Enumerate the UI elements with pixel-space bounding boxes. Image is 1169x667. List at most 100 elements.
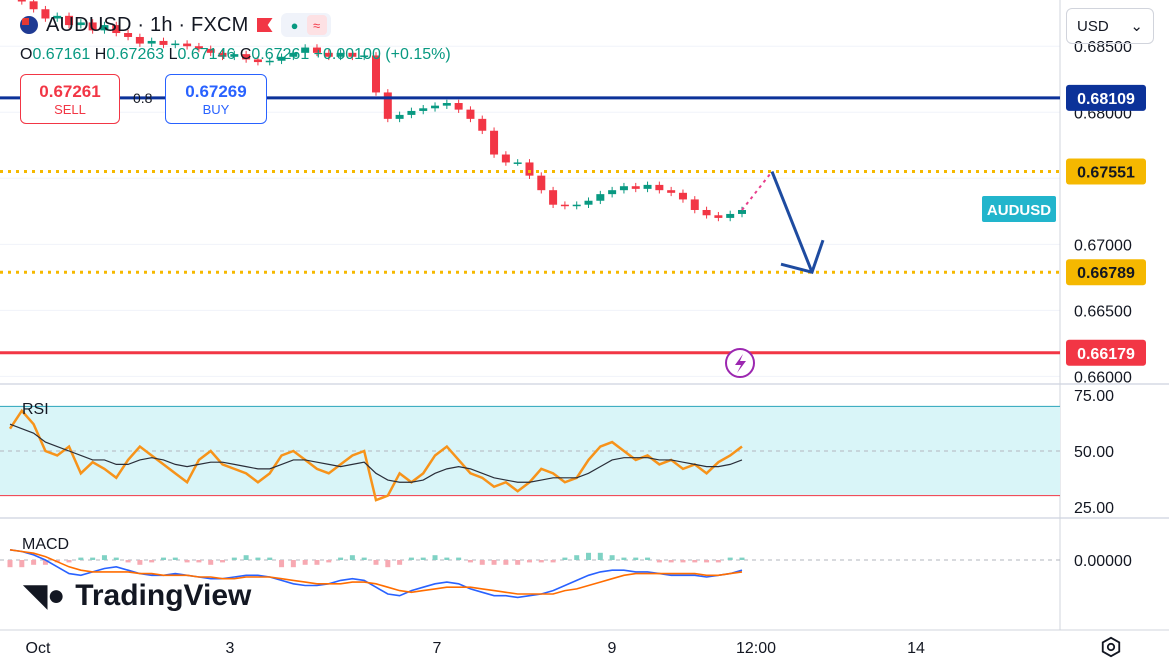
candle-body <box>147 40 156 44</box>
candle-body <box>596 194 605 201</box>
macd-histogram-bar <box>361 557 367 560</box>
candle-body <box>277 56 286 61</box>
level-price-tag <box>1066 158 1146 185</box>
candle-body <box>454 103 463 110</box>
macd-histogram-bar <box>680 560 686 563</box>
price-tick-label: 0.66000 <box>1074 369 1132 386</box>
candle-body <box>631 186 640 189</box>
macd-histogram-bar <box>385 560 391 568</box>
flag-marker-icon[interactable] <box>256 18 273 32</box>
candle-body <box>584 200 593 205</box>
macd-histogram-bar <box>656 560 662 563</box>
level-price-tag <box>1066 339 1146 366</box>
price-tick-label: 0.66500 <box>1074 303 1132 320</box>
time-tick-label: 3 <box>226 640 235 657</box>
candle-body <box>714 215 723 218</box>
macd-histogram-bar <box>302 560 308 565</box>
macd-histogram-bar <box>479 560 485 565</box>
macd-histogram-bar <box>420 557 426 560</box>
macd-histogram-bar <box>255 557 261 560</box>
current-symbol-label: AUDUSD <box>987 202 1051 219</box>
time-tick-label: 9 <box>608 640 617 657</box>
lightning-icon <box>735 354 746 373</box>
macd-histogram-bar <box>125 560 131 563</box>
candle-body <box>490 130 499 155</box>
level-price-tag <box>1066 259 1146 286</box>
macd-histogram-bar <box>456 557 462 560</box>
macd-histogram-bar <box>633 557 639 560</box>
candle-body <box>289 52 298 57</box>
macd-histogram-bar <box>78 557 84 560</box>
macd-histogram-bar <box>338 557 344 560</box>
candle-body <box>383 92 392 119</box>
candle-body <box>466 109 475 119</box>
candle-body <box>53 15 62 19</box>
macd-histogram-bar <box>113 557 119 560</box>
macd-histogram-bar <box>727 557 733 560</box>
sell-button[interactable]: 0.67261 SELL <box>20 74 120 124</box>
macd-histogram-bar <box>184 560 190 563</box>
level-price-label: 0.66789 <box>1077 265 1135 282</box>
macd-histogram-bar <box>526 560 532 563</box>
macd-histogram-bar <box>491 560 497 565</box>
macd-histogram-bar <box>432 555 438 560</box>
candle-body <box>372 55 380 93</box>
macd-histogram-bar <box>90 557 96 560</box>
macd-histogram-bar <box>739 557 745 560</box>
candle-body <box>17 0 26 2</box>
candle-body <box>560 204 569 207</box>
candle-body <box>206 48 215 53</box>
macd-histogram-bar <box>444 557 450 560</box>
rsi-tick-label: 50.00 <box>1074 444 1114 461</box>
macd-histogram-bar <box>149 560 155 563</box>
candle-body <box>171 43 180 46</box>
settings-icon[interactable] <box>1100 636 1122 658</box>
candle-body <box>29 1 38 10</box>
macd-histogram-bar <box>397 560 403 565</box>
macd-histogram-bar <box>574 555 580 560</box>
macd-histogram-bar <box>208 560 214 565</box>
candle-body <box>88 22 97 31</box>
macd-histogram-bar <box>326 560 332 563</box>
candle-body <box>738 209 746 214</box>
currency-select[interactable]: USD ⌄ <box>1066 8 1154 44</box>
macd-histogram-bar <box>172 557 178 560</box>
candle-body <box>655 184 664 191</box>
candle-body <box>65 15 74 26</box>
tradingview-wordmark: TradingView <box>75 578 252 612</box>
candle-body <box>572 204 581 207</box>
symbol-title[interactable]: AUDUSD · 1h · FXCM <box>46 13 249 36</box>
current-symbol-tag <box>982 195 1056 222</box>
candle-body <box>501 154 510 163</box>
macd-histogram-bar <box>267 557 273 560</box>
macd-histogram-bar <box>196 560 202 563</box>
candle-body <box>348 52 357 57</box>
level-price-tag <box>1066 84 1146 111</box>
sell-label: SELL <box>54 101 86 117</box>
candle-body <box>643 184 652 189</box>
candle-body <box>76 22 85 26</box>
tradingview-mark-icon: ◥● <box>24 579 66 612</box>
symbol-header: AUDUSD · 1h · FXCM ● ≈ <box>20 10 331 40</box>
candle-body <box>135 36 144 44</box>
australia-flag-icon <box>20 16 38 34</box>
time-tick-label: Oct <box>26 640 51 657</box>
macd-histogram-bar <box>562 557 568 560</box>
time-tick-label: 14 <box>907 640 925 657</box>
macd-histogram-bar <box>467 560 473 563</box>
buy-button[interactable]: 0.67269 BUY <box>165 74 267 124</box>
time-tick-label: 7 <box>433 640 442 657</box>
forecast-arrowhead <box>780 239 825 274</box>
macd-tick-label: 0.00000 <box>1074 553 1132 570</box>
macd-histogram-bar <box>314 560 320 565</box>
candle-body <box>253 59 262 63</box>
macd-histogram-bar <box>31 560 37 565</box>
macd-histogram-bar <box>279 560 285 568</box>
status-pill[interactable]: ● ≈ <box>280 13 331 37</box>
candle-body <box>619 186 628 191</box>
candle-body <box>442 103 451 106</box>
macd-histogram-bar <box>668 560 674 563</box>
candle-body <box>690 199 699 210</box>
candle-body <box>726 213 735 218</box>
